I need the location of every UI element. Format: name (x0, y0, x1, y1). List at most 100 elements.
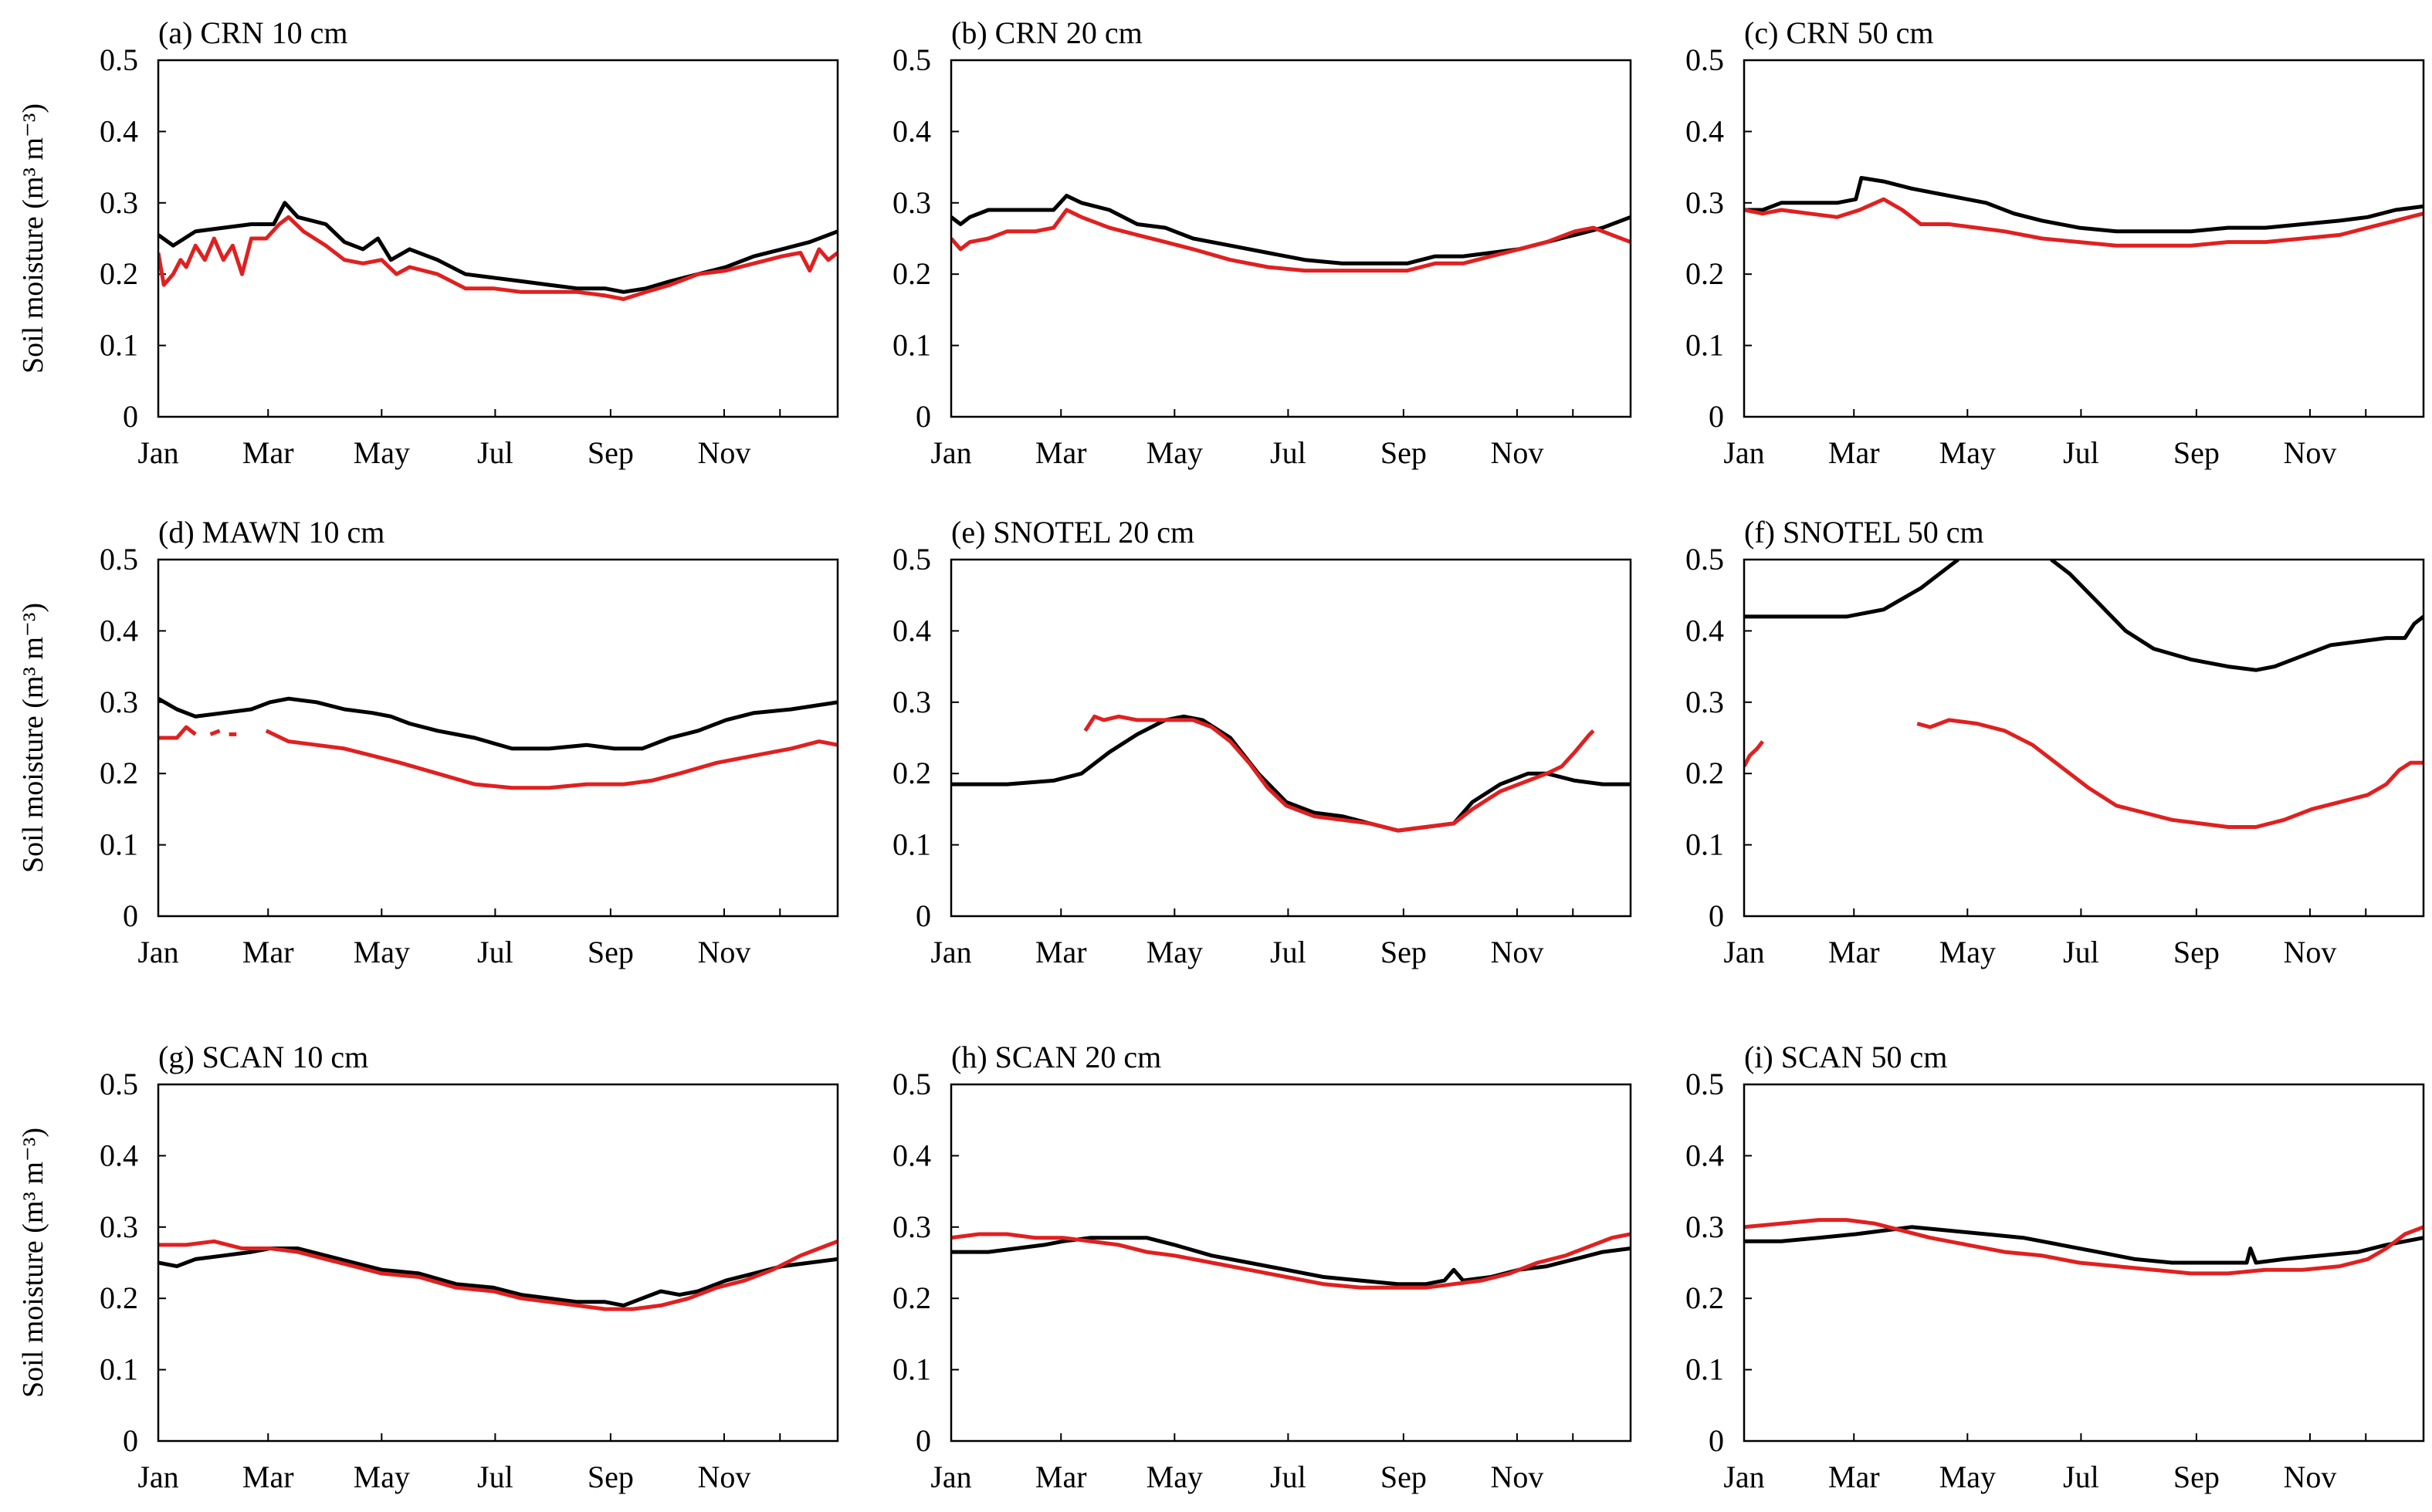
x-tick-label: Jul (2063, 1460, 2099, 1494)
y-tick-label: 0.2 (1685, 1280, 1724, 1315)
x-tick-label: Sep (588, 935, 634, 969)
y-tick-label: 0.4 (1685, 113, 1724, 148)
y-tick-label: 0.3 (100, 1209, 138, 1244)
x-tick-label: Nov (697, 1460, 750, 1494)
x-tick-label: Nov (1490, 1460, 1543, 1494)
y-tick-label: 0.2 (100, 1280, 138, 1315)
y-tick-label: 0.3 (893, 685, 931, 719)
y-tick-label: 0.2 (1685, 256, 1724, 291)
x-tick-label: Jul (1270, 1460, 1306, 1494)
series-line-red (158, 1239, 838, 1311)
plot-frame (1743, 558, 2425, 918)
series-line-black (158, 1246, 838, 1307)
x-tick-label: Sep (588, 435, 634, 470)
x-tick-label: Nov (1490, 435, 1543, 470)
y-tick-label: 0.1 (100, 1352, 138, 1387)
x-tick-label: Jul (2063, 935, 2099, 969)
chart-panel-5: (e) SNOTEL 20 cm 0 0.1 0.2 0.3 0.4 0.5 Jan Mar Ma… (893, 515, 1632, 969)
x-tick-label: Mar (242, 935, 294, 969)
x-tick-label: Mar (1035, 935, 1087, 969)
y-tick-label: 0.3 (893, 185, 931, 220)
series-line-red (1744, 740, 1765, 768)
series-line-black (1744, 176, 2424, 234)
y-tick-label: 0.5 (1685, 542, 1724, 577)
x-tick-label: Mar (242, 435, 294, 470)
x-tick-label: Nov (697, 435, 750, 470)
panel-title: (g) SCAN 10 cm (158, 1040, 368, 1074)
x-tick-label: Sep (1380, 935, 1427, 969)
x-tick-label: Mar (1828, 1460, 1880, 1494)
y-tick-label: 0 (916, 1423, 931, 1458)
x-tick-label: Sep (1380, 1460, 1427, 1494)
plot-frame (1743, 59, 2425, 418)
x-tick-label: May (1147, 1460, 1203, 1494)
y-axis-label: Soil moisture (m³ m⁻³) (17, 103, 49, 374)
x-tick-label: Mar (1035, 435, 1087, 470)
x-tick-label: Jul (477, 435, 513, 470)
y-tick-label: 0 (123, 1423, 138, 1458)
x-tick-label: Jan (930, 435, 971, 470)
y-tick-label: 0.3 (893, 1209, 931, 1244)
x-tick-label: Nov (2283, 435, 2336, 470)
y-tick-label: 0.5 (1685, 42, 1724, 77)
y-tick-label: 0.1 (893, 827, 931, 862)
x-tick-label: May (1939, 1460, 1996, 1494)
y-tick-label: 0.5 (100, 542, 138, 577)
chart-panel-4: (d) MAWN 10 cm 0 0.1 0.2 0.3 0.4 0.5 Jan Mar May J… (17, 515, 839, 969)
y-tick-label: 0.5 (1685, 1067, 1724, 1101)
plot-frame (950, 558, 1632, 918)
x-tick-label: Mar (1035, 1460, 1087, 1494)
x-tick-label: Sep (588, 1460, 634, 1494)
plot-frame (950, 1083, 1632, 1443)
series-line-red (209, 729, 221, 736)
x-tick-label: Jan (930, 935, 971, 969)
chart-panel-7: (g) SCAN 10 cm 0 0.1 0.2 0.3 0.4 0.5 Jan Mar May J… (17, 1040, 839, 1494)
x-tick-label: Nov (697, 935, 750, 969)
x-tick-label: May (354, 435, 410, 470)
y-tick-label: 0.1 (100, 328, 138, 363)
series-line-red (1916, 718, 2424, 829)
y-tick-label: 0.1 (100, 827, 138, 862)
chart-panel-2: (b) CRN 20 cm 0 0.1 0.2 0.3 0.4 0.5 Jan Mar May Ju… (893, 15, 1632, 470)
y-tick-label: 0.4 (100, 613, 138, 648)
chart-panel-8: (h) SCAN 20 cm 0 0.1 0.2 0.3 0.4 0.5 Jan Mar May J… (893, 1040, 1632, 1494)
panel-title: (i) SCAN 50 cm (1744, 1040, 1947, 1074)
x-tick-label: Mar (1828, 935, 1880, 969)
x-tick-label: Jan (930, 1460, 971, 1494)
x-tick-label: May (354, 935, 410, 969)
y-tick-label: 0.5 (100, 1067, 138, 1101)
x-tick-label: May (1147, 435, 1203, 470)
panel-title: (c) CRN 50 cm (1744, 15, 1934, 50)
y-tick-label: 0.3 (1685, 185, 1724, 220)
x-tick-label: May (1147, 935, 1203, 969)
series-line-black (158, 201, 838, 294)
plot-frame (950, 59, 1632, 418)
y-tick-label: 0.5 (893, 1067, 931, 1101)
y-tick-label: 0.1 (893, 1352, 931, 1387)
y-tick-label: 0.2 (1685, 756, 1724, 790)
y-tick-label: 0.1 (1685, 328, 1724, 363)
series-line-black (2050, 560, 2424, 672)
x-tick-label: Sep (2173, 935, 2220, 969)
series-line-red (158, 725, 197, 740)
y-tick-label: 0.4 (893, 113, 931, 148)
series-line-red (951, 208, 1631, 273)
y-tick-label: 0 (123, 898, 138, 933)
y-tick-label: 0.2 (100, 256, 138, 291)
y-tick-label: 0 (916, 898, 931, 933)
x-tick-label: Sep (2173, 435, 2220, 470)
y-tick-label: 0.2 (893, 756, 931, 790)
series-line-black (158, 696, 838, 751)
y-tick-label: 0.4 (100, 1138, 138, 1172)
panel-title: (a) CRN 10 cm (158, 15, 348, 50)
series-line-red (158, 215, 838, 301)
panel-title: (e) SNOTEL 20 cm (951, 515, 1194, 550)
y-tick-label: 0.4 (1685, 1138, 1724, 1172)
x-tick-label: Mar (242, 1460, 294, 1494)
chart-panel-3: (c) CRN 50 cm 0 0.1 0.2 0.3 0.4 0.5 Jan Mar May Ju… (1685, 15, 2425, 470)
series-line-black (951, 714, 1631, 833)
y-tick-label: 0 (1709, 1423, 1724, 1458)
chart-panel-1: (a) CRN 10 cm 0 0.1 0.2 0.3 0.4 0.5 Jan Mar May Ju… (17, 15, 839, 470)
y-tick-label: 0.4 (100, 113, 138, 148)
